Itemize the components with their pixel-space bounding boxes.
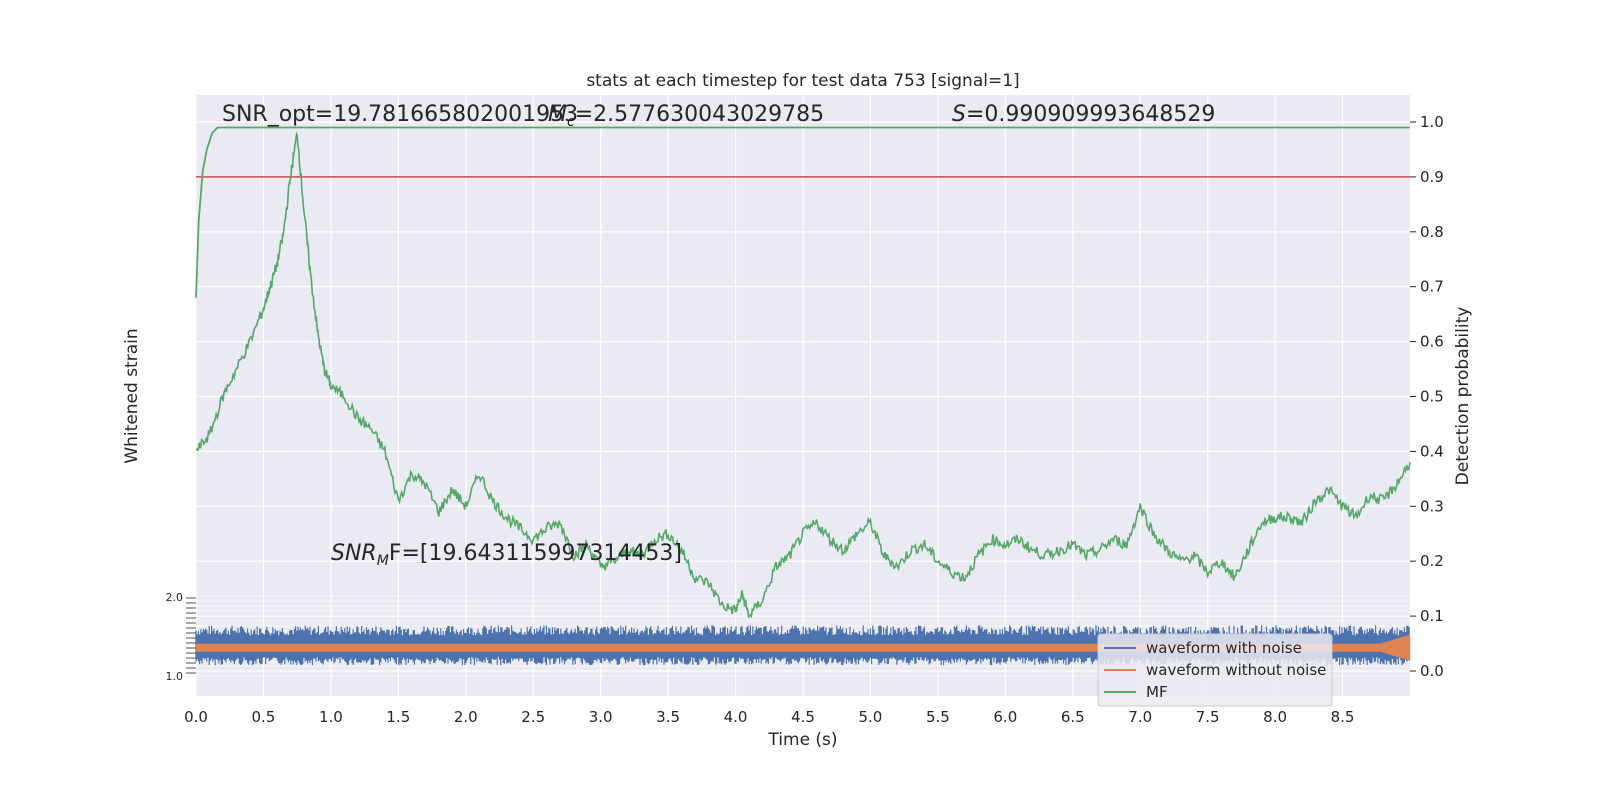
- x-axis-label: Time (s): [767, 730, 837, 750]
- s-annotation: S=0.990909993648529: [952, 102, 1215, 127]
- chirp-mass-value: =2.577630043029785: [575, 102, 824, 127]
- x-tick-label: 7.0: [1128, 708, 1152, 726]
- prediction-line: [195, 126, 1410, 298]
- y-right-tick-label: 0.9: [1420, 168, 1444, 186]
- x-tick-label: 3.0: [589, 708, 613, 726]
- x-tick-label: 6.5: [1061, 708, 1085, 726]
- y-left-tick-label: 1.0: [166, 670, 184, 683]
- legend: waveform with noise waveform without noi…: [1097, 633, 1333, 707]
- snr-mf-value: F=[19.643115997314453]: [389, 541, 682, 566]
- x-tick-label: 6.0: [993, 708, 1017, 726]
- y-right-ticks: 0.0 0.1 0.2 0.3 0.4 0.5 0.6 0.7 0.8 0.9 1.0: [1410, 113, 1444, 680]
- y-right-tick-label: 0.6: [1420, 333, 1444, 351]
- chart-title: stats at each timestep for test data 753…: [586, 71, 1019, 91]
- chirp-mass-subscript: c: [567, 114, 575, 130]
- y-right-tick-label: 0.7: [1420, 278, 1444, 296]
- x-ticks: 0.0 0.5 1.0 1.5 2.0 2.5 3.0 3.5 4.0 4.5 5.0 5.5 6.0 6…: [184, 708, 1354, 726]
- y-left-tick-label: 2.0: [166, 591, 184, 604]
- chirp-mass-symbol: M: [548, 102, 567, 127]
- y-right-tick-label: 0.5: [1420, 388, 1444, 406]
- x-tick-label: 4.0: [724, 708, 748, 726]
- x-tick-label: 8.0: [1263, 708, 1287, 726]
- y-right-tick-label: 1.0: [1420, 113, 1444, 131]
- x-tick-label: 0.5: [252, 708, 276, 726]
- y-right-tick-label: 0.0: [1420, 662, 1444, 680]
- x-tick-label: 2.0: [454, 708, 478, 726]
- x-tick-label: 3.5: [656, 708, 680, 726]
- left-axis-label: Whitened strain: [122, 328, 142, 463]
- x-tick-label: 5.5: [926, 708, 950, 726]
- y-right-tick-label: 0.1: [1420, 607, 1444, 625]
- right-axis-label: Detection probability: [1453, 307, 1473, 486]
- x-tick-label: 4.5: [791, 708, 815, 726]
- s-value: =0.990909993648529: [966, 102, 1215, 127]
- x-tick-label: 7.5: [1196, 708, 1220, 726]
- s-symbol: S: [952, 102, 966, 127]
- y-right-tick-label: 0.8: [1420, 223, 1444, 241]
- x-tick-label: 5.0: [859, 708, 883, 726]
- legend-label-waveform-with-noise: waveform with noise: [1146, 639, 1302, 657]
- legend-label-waveform-without-noise: waveform without noise: [1146, 661, 1326, 679]
- snr-mf-annotation: SNRMF=[19.643115997314453]: [331, 541, 682, 569]
- mf-line: [195, 131, 1411, 619]
- x-tick-label: 8.5: [1331, 708, 1355, 726]
- y-right-tick-label: 0.2: [1420, 552, 1444, 570]
- chirp-mass-annotation: Mc=2.577630043029785: [548, 102, 824, 130]
- legend-box: [1097, 633, 1333, 707]
- y-left-ticks: 2.0 1.0: [166, 591, 196, 683]
- y-right-tick-label: 0.3: [1420, 497, 1444, 515]
- x-tick-label: 2.5: [521, 708, 545, 726]
- gridlines: [195, 95, 1410, 696]
- snr-mf-symbol: SNR: [331, 541, 377, 566]
- snr-mf-subscript: M: [377, 553, 389, 569]
- x-tick-label: 1.5: [386, 708, 410, 726]
- x-tick-label: 1.0: [319, 708, 343, 726]
- snr-opt-annotation: SNR_opt=19.781665802001953: [222, 102, 578, 127]
- y-right-tick-label: 0.4: [1420, 442, 1444, 460]
- x-tick-label: 0.0: [184, 708, 208, 726]
- mf-layer: [195, 126, 1411, 619]
- legend-label-mf: MF: [1146, 683, 1168, 701]
